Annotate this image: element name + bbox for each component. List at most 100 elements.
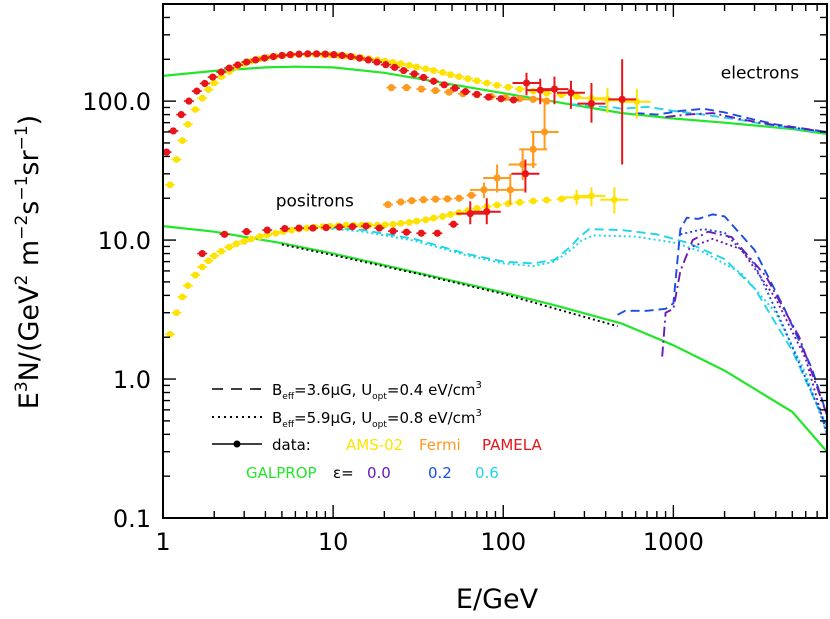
legend-epsilon: ε=: [333, 464, 354, 482]
data-point-pamela: [260, 54, 269, 62]
data-point-ams-02-positrons: [405, 219, 413, 226]
x-tick-label: 1: [155, 528, 170, 556]
data-point-ams-02-positrons: [473, 205, 481, 212]
data-point-pamela: [497, 95, 505, 103]
data-point-ams-02: [178, 137, 186, 144]
data-point-ams-02-positrons: [217, 247, 225, 255]
data-point-pamela: [567, 89, 575, 97]
data-point-pamela: [389, 227, 397, 235]
data-point-ams-02-positrons: [529, 197, 537, 205]
data-point-ams-02: [210, 79, 218, 87]
data-point-ams-02: [473, 77, 481, 85]
data-point-pamela: [522, 79, 531, 87]
data-point-ams-02: [173, 156, 180, 163]
data-point-fermi: [455, 194, 463, 202]
data-point-ams-02-positrons: [247, 235, 255, 243]
data-point-pamela: [335, 223, 344, 231]
data-point-fermi: [417, 85, 425, 93]
data-point-ams-02-positrons: [210, 252, 218, 260]
points-layer: [163, 50, 651, 338]
data-point-ams-02-positrons: [413, 217, 421, 225]
data-point-ams-02: [166, 181, 174, 189]
data-point-ams-02: [184, 121, 192, 128]
legend-eps-6: 0.6: [475, 464, 499, 482]
data-point-pamela: [304, 50, 312, 58]
data-point-ams-02-positrons: [232, 240, 240, 248]
data-point-ams-02-positrons: [493, 201, 501, 209]
legend-galprop: GALPROP: [246, 464, 317, 482]
data-point-pamela: [402, 228, 411, 236]
legend-fermi: Fermi: [419, 436, 461, 454]
data-point-fermi: [506, 186, 514, 194]
y-tick-label: 0.1: [113, 505, 151, 533]
data-point-pamela: [330, 51, 338, 59]
data-point-ams-02: [464, 75, 472, 83]
series-line-black-positrons-dotted: [281, 243, 618, 328]
data-point-pamela: [209, 73, 217, 81]
x-tick-label: 1000: [643, 528, 704, 556]
data-point-ams-02: [413, 63, 421, 71]
data-point-pamela: [321, 50, 329, 58]
data-point-ams-02: [455, 73, 463, 81]
data-point-ams-02: [529, 87, 537, 95]
data-point-pamela: [473, 90, 481, 98]
data-point-pamela: [251, 56, 260, 64]
data-point-ams-02-positrons: [166, 330, 174, 338]
data-point-ams-02-positrons: [381, 221, 389, 229]
data-point-fermi: [540, 128, 549, 136]
data-point-ams-02-positrons: [205, 257, 212, 265]
data-point-pamela: [242, 228, 251, 236]
data-point-fermi: [431, 87, 440, 95]
data-point-ams-02-positrons: [240, 237, 248, 245]
data-point-ams-02-positrons: [430, 214, 438, 222]
data-point-pamela: [449, 220, 458, 228]
ticks-layer: 1 10 100 1000 0.1 1.0 10.0 100.0: [82, 3, 828, 556]
y-tick-label: 10.0: [98, 227, 151, 255]
data-point-pamela: [220, 230, 229, 238]
data-point-ams-02-positrons: [178, 293, 186, 301]
series-line-galprop-positrons: [163, 225, 827, 453]
data-point-ams-02-positrons: [610, 196, 618, 204]
data-point-pamela: [400, 66, 408, 75]
data-point-fermi: [431, 195, 440, 203]
series-layer: [163, 65, 827, 453]
data-point-pamela: [338, 51, 346, 60]
data-point-pamela: [295, 224, 303, 232]
data-point-pamela: [169, 127, 177, 135]
data-point-pamela: [193, 87, 201, 95]
data-point-pamela: [234, 61, 242, 69]
legend-data-label: data:: [272, 436, 311, 454]
data-point-fermi: [419, 196, 428, 204]
data-point-pamela: [550, 85, 559, 93]
series-line-e0-positrons-dashdot: [661, 230, 827, 416]
data-point-pamela: [587, 99, 596, 108]
data-point-pamela: [163, 148, 171, 156]
data-point-ams-02: [543, 89, 551, 97]
data-point-pamela: [362, 222, 370, 230]
series-line-e2-electrons-dashed: [635, 107, 827, 133]
series-line-e2-positrons-dotted: [680, 228, 827, 428]
data-point-pamela: [185, 97, 193, 105]
data-point-fermi: [397, 198, 405, 206]
x-axis-label: E/GeV: [456, 584, 539, 615]
data-point-ams-02-positrons: [516, 198, 524, 206]
electrons-label: electrons: [721, 64, 799, 84]
data-point-ams-02-positrons: [288, 226, 295, 234]
data-point-fermi: [402, 84, 411, 92]
data-point-ams-02: [198, 94, 206, 102]
data-point-ams-02: [483, 79, 491, 87]
legend-line1: Beff=3.6μG, Uopt=0.4 eV/cm3: [272, 380, 482, 402]
legend-eps-2: 0.2: [428, 464, 452, 482]
data-point-pamela: [430, 77, 438, 85]
data-point-pamela: [225, 64, 233, 72]
data-point-pamela: [355, 54, 364, 62]
data-point-pamela: [347, 53, 355, 61]
data-point-ams-02-positrons: [447, 211, 454, 218]
data-point-ams-02-positrons: [225, 243, 233, 251]
data-point-pamela: [509, 96, 518, 104]
data-point-ams-02: [516, 85, 524, 93]
data-point-pamela: [242, 58, 251, 66]
legend-ams: AMS-02: [346, 436, 403, 454]
data-point-pamela: [433, 229, 441, 237]
data-point-pamela: [286, 51, 294, 59]
